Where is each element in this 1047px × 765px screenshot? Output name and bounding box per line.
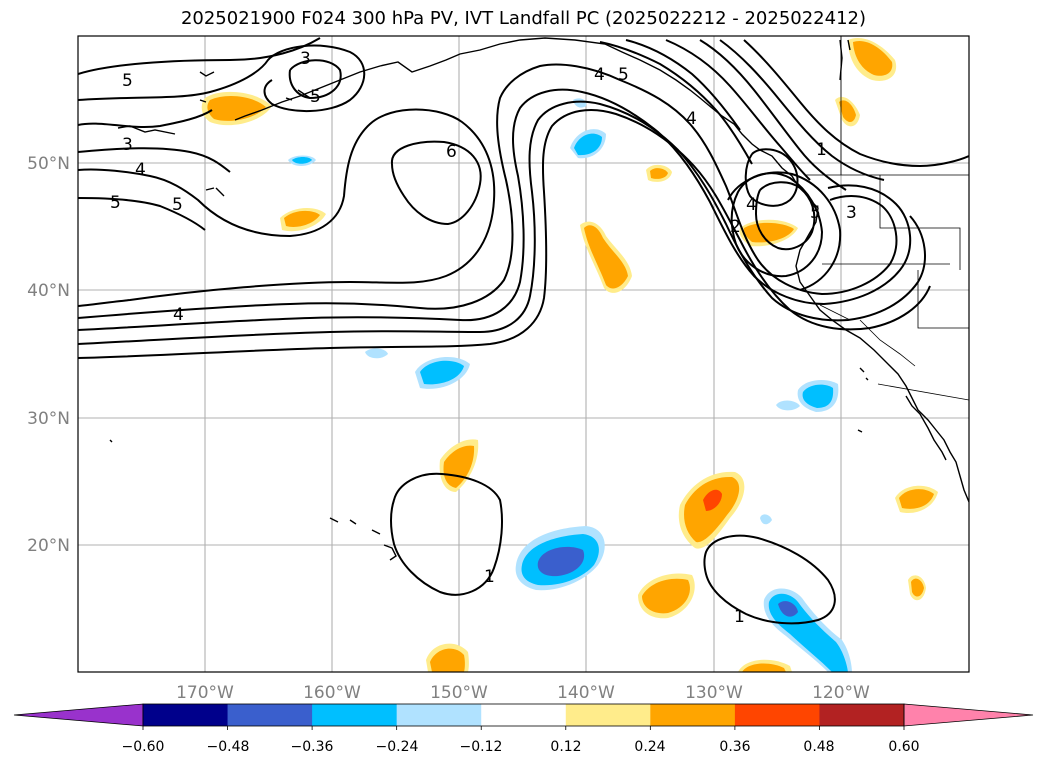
contour-label: 2 [730,217,741,237]
colorbar-frame [142,703,905,727]
colorbar-tick-label: −0.12 [460,739,503,755]
colorbar-tick-label: 0.36 [719,739,750,755]
contour-label: 5 [310,87,321,107]
colorbar-extend-min [13,703,144,727]
latitude-labels: 50°N 40°N 30°N 20°N [27,154,70,556]
colorbar-bin [396,704,482,726]
colorbar-tick-label: 0.48 [803,739,834,755]
colorbar-tick-label: 0.12 [550,739,581,755]
longitude-labels: 170°W 160°W 150°W 140°W 130°W 120°W [176,683,870,703]
contour-label: 5 [810,203,821,223]
contour-label: 5 [122,71,133,91]
pv-contours [78,37,969,625]
lon-label-120w: 120°W [812,683,870,703]
contour-label: 1 [484,567,495,587]
lon-label-150w: 150°W [430,683,488,703]
colorbar-tick-label: 0.24 [634,739,665,755]
figure-title: 2025021900 F024 300 hPa PV, IVT Landfall… [180,8,867,29]
contour-label: 3 [122,135,133,155]
graticule [78,36,969,672]
lat-label-30n: 30°N [27,409,70,429]
lon-label-160w: 160°W [303,683,361,703]
colorbar-extend-max [903,703,1034,727]
colorbar-tick-label: −0.36 [291,739,334,755]
contour-label: 4 [173,305,184,325]
map-frame [77,35,970,673]
colorbar-tick-label: −0.48 [207,739,250,755]
lon-label-140w: 140°W [557,683,615,703]
contour-label: 5 [110,193,121,213]
colorbar-bin [734,704,820,726]
colorbar-bin [565,704,651,726]
contour-label: 1 [816,140,827,160]
contour-label: 4 [135,160,146,180]
contour-label: 5 [618,65,629,85]
contour-labels: 5 3 4 5 5 3 6 4 5 4 1 4 5 3 2 1 1 4 5 [110,49,857,627]
contour-label: 1 [734,607,745,627]
colorbar-labels: −0.60 −0.48 −0.36 −0.24 −0.12 0.12 0.24 … [122,739,920,755]
lat-label-40n: 40°N [27,281,70,301]
colorbar-bin [143,704,229,726]
lon-label-130w: 130°W [685,683,743,703]
lat-label-20n: 20°N [27,536,70,556]
colorbar-bin [650,704,736,726]
colorbar-bin [819,704,905,726]
contour-label: 3 [300,49,311,69]
colorbar-tick-label: 0.60 [888,739,919,755]
contour-label: 3 [846,203,857,223]
lat-label-50n: 50°N [27,154,70,174]
contour-label: 4 [594,65,605,85]
contour-label: 6 [446,142,457,162]
contour-label: 5 [172,195,183,215]
contour-label: 4 [746,195,757,215]
colorbar-tick-label: −0.60 [122,739,165,755]
pc-shading [201,38,938,672]
colorbar-tick-label: −0.24 [376,739,419,755]
colorbar [13,703,1034,730]
contour-label: 4 [686,109,697,129]
country-borders [805,36,969,401]
colorbar-bin [227,704,313,726]
lon-label-170w: 170°W [176,683,234,703]
colorbar-bin [312,704,398,726]
colorbar-bin [481,704,567,726]
